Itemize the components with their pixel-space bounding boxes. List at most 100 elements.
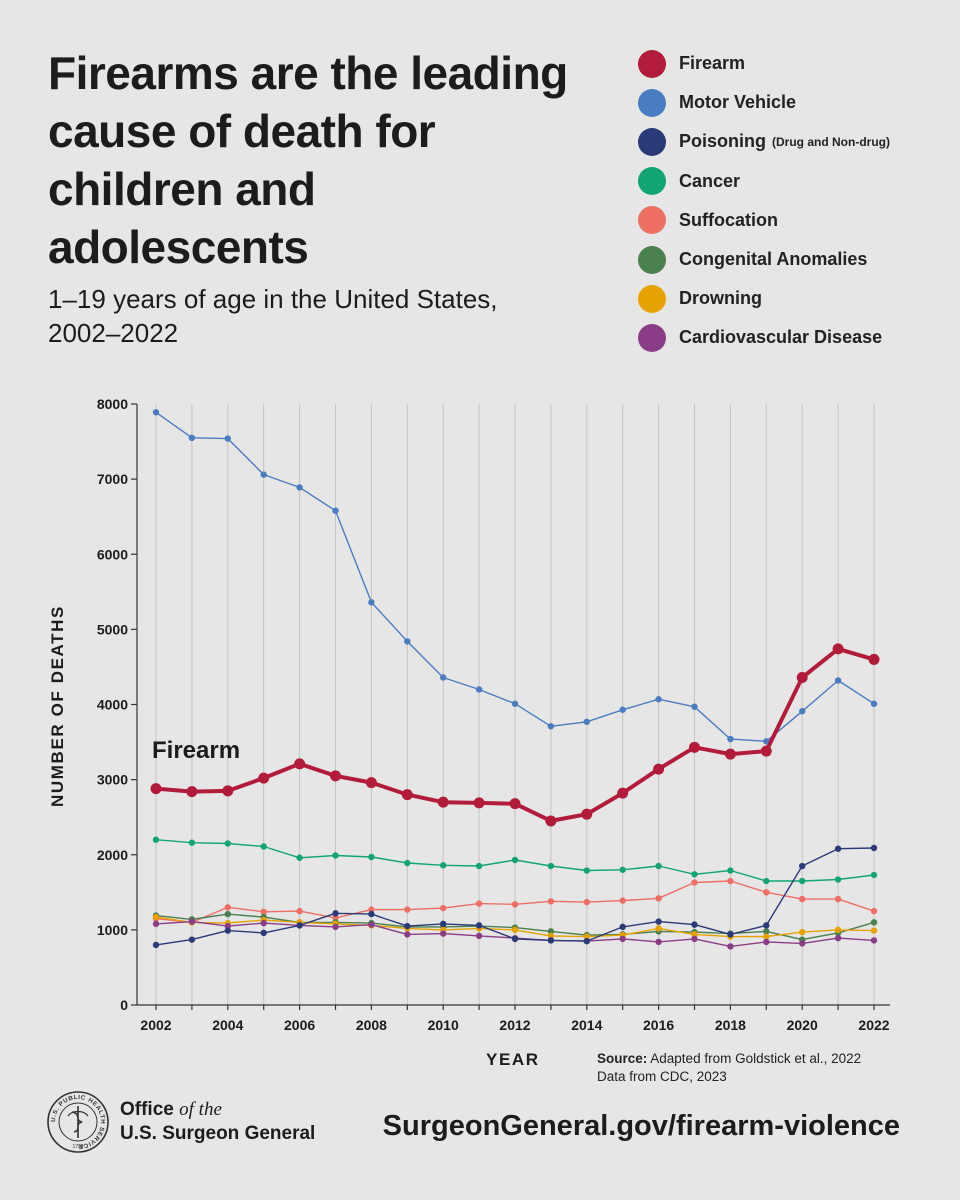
series-suffocation: [152, 877, 878, 926]
point-suffocation-2012: [511, 901, 519, 908]
point-firearm-2011: [473, 797, 485, 809]
series-cancer: [152, 836, 878, 885]
legend-item-cancer: Cancer: [638, 162, 890, 201]
y-tick-label-1000: 1000: [97, 922, 128, 938]
point-cancer-2009: [404, 859, 411, 867]
point-poisoning-2003: [188, 936, 196, 943]
point-drowning-2014: [583, 933, 590, 940]
point-cancer-2004: [224, 840, 231, 847]
point-drowning-2021: [834, 926, 842, 934]
point-cancer-2018: [727, 867, 734, 874]
legend-item-suffocation: Suffocation: [638, 201, 890, 240]
point-firearm-2015: [617, 787, 629, 799]
point-firearm-2012: [509, 798, 521, 810]
x-axis-title: YEAR: [486, 1050, 540, 1069]
point-suffocation-2019: [763, 889, 770, 896]
point-cancer-2007: [332, 852, 339, 859]
legend-label-firearm: Firearm: [679, 53, 746, 74]
point-motor-vehicle-2013: [547, 723, 555, 730]
point-cardiovascular-disease-2003: [188, 918, 196, 925]
legend-swatch-cardiovascular-disease: [638, 323, 666, 352]
point-motor-vehicle-2018: [727, 735, 734, 743]
office-of-the: of the: [179, 1099, 222, 1120]
legend-item-congenital-anomalies: Congenital Anomalies: [638, 240, 890, 279]
point-cardiovascular-disease-2011: [475, 932, 483, 940]
point-motor-vehicle-2008: [368, 599, 375, 606]
point-suffocation-2010: [440, 904, 447, 912]
point-poisoning-2005: [260, 929, 267, 937]
x-tick-label-2010: 2010: [428, 1017, 459, 1033]
source-data-line: Data from CDC, 2023: [597, 1069, 727, 1084]
x-tick-label-2016: 2016: [643, 1017, 674, 1033]
x-tick-label-2020: 2020: [787, 1017, 818, 1033]
point-congenital-anomalies-2022: [870, 919, 878, 926]
point-cancer-2019: [763, 877, 770, 885]
x-tick-label-2008: 2008: [356, 1017, 387, 1033]
y-tick-label-6000: 6000: [97, 546, 128, 562]
point-cancer-2002: [152, 836, 160, 843]
point-motor-vehicle-2007: [332, 507, 339, 514]
line-chart: 0 1000 2000 3000 4000 5000 6000 7000 8000 2002 200…: [97, 396, 890, 1033]
x-tick-label-2014: 2014: [571, 1017, 602, 1033]
point-cancer-2005: [260, 843, 267, 850]
legend-swatch-firearm: [638, 49, 666, 78]
y-tick-label-5000: 5000: [97, 621, 128, 637]
point-poisoning-2006: [296, 922, 303, 929]
x-tick-label-2006: 2006: [284, 1017, 315, 1033]
chart-series: [150, 409, 880, 950]
y-tick-label-0: 0: [120, 997, 128, 1013]
point-motor-vehicle-2020: [799, 708, 806, 715]
seal-year: 1798: [72, 1144, 83, 1150]
point-cancer-2021: [834, 876, 842, 883]
point-motor-vehicle-2003: [188, 434, 196, 442]
point-cardiovascular-disease-2005: [260, 919, 267, 927]
point-firearm-2017: [689, 741, 700, 753]
point-cardiovascular-disease-2002: [152, 920, 160, 928]
point-cardiovascular-disease-2020: [799, 940, 806, 947]
point-firearm-2009: [401, 789, 413, 801]
point-cancer-2016: [655, 862, 662, 870]
point-poisoning-2016: [655, 918, 662, 925]
point-poisoning-2010: [440, 920, 447, 928]
point-firearm-2018: [724, 748, 736, 760]
point-suffocation-2004: [224, 904, 231, 911]
chart-axes: 0 1000 2000 3000 4000 5000 6000 7000 8000 2002 200…: [97, 396, 890, 1033]
point-cardiovascular-disease-2018: [727, 943, 734, 950]
office-word: Office: [120, 1099, 174, 1120]
legend-item-drowning: Drowning: [638, 279, 890, 318]
point-poisoning-2014: [583, 937, 590, 945]
point-drowning-2013: [547, 932, 555, 940]
point-motor-vehicle-2005: [260, 471, 267, 478]
point-poisoning-2018: [727, 931, 734, 938]
point-suffocation-2022: [870, 907, 878, 915]
chart-legend: Firearm Motor Vehicle Poisoning (Drug and…: [638, 44, 890, 358]
series-poisoning: [152, 844, 878, 949]
point-poisoning-2004: [224, 927, 231, 934]
website-url[interactable]: SurgeonGeneral.gov/firearm-violence: [382, 1110, 900, 1142]
point-suffocation-2005: [260, 908, 267, 916]
point-cancer-2014: [583, 867, 590, 874]
point-cardiovascular-disease-2010: [440, 930, 447, 937]
point-motor-vehicle-2021: [834, 677, 842, 684]
point-firearm-2013: [545, 815, 557, 827]
legend-swatch-congenital-anomalies: [638, 245, 666, 274]
point-firearm-2016: [653, 763, 665, 775]
point-cancer-2017: [691, 871, 698, 878]
point-cancer-2006: [296, 854, 303, 861]
point-drowning-2022: [870, 927, 878, 934]
page-title: Firearms are the leading cause of death …: [48, 47, 568, 273]
legend-note-poisoning: (Drug and Non-drug): [772, 134, 890, 149]
point-poisoning-2020: [799, 862, 806, 870]
point-suffocation-2016: [655, 895, 662, 902]
point-firearm-2019: [760, 745, 772, 757]
point-cancer-2022: [870, 871, 878, 879]
legend-label-drowning: Drowning: [679, 288, 762, 309]
point-suffocation-2009: [404, 906, 411, 913]
point-drowning-2020: [799, 928, 806, 936]
legend-swatch-suffocation: [638, 206, 666, 235]
point-firearm-2004: [222, 785, 234, 797]
point-suffocation-2017: [691, 879, 698, 886]
legend-label-motor-vehicle: Motor Vehicle: [679, 92, 797, 113]
point-cancer-2011: [475, 862, 483, 870]
x-tick-label-2002: 2002: [140, 1017, 171, 1033]
